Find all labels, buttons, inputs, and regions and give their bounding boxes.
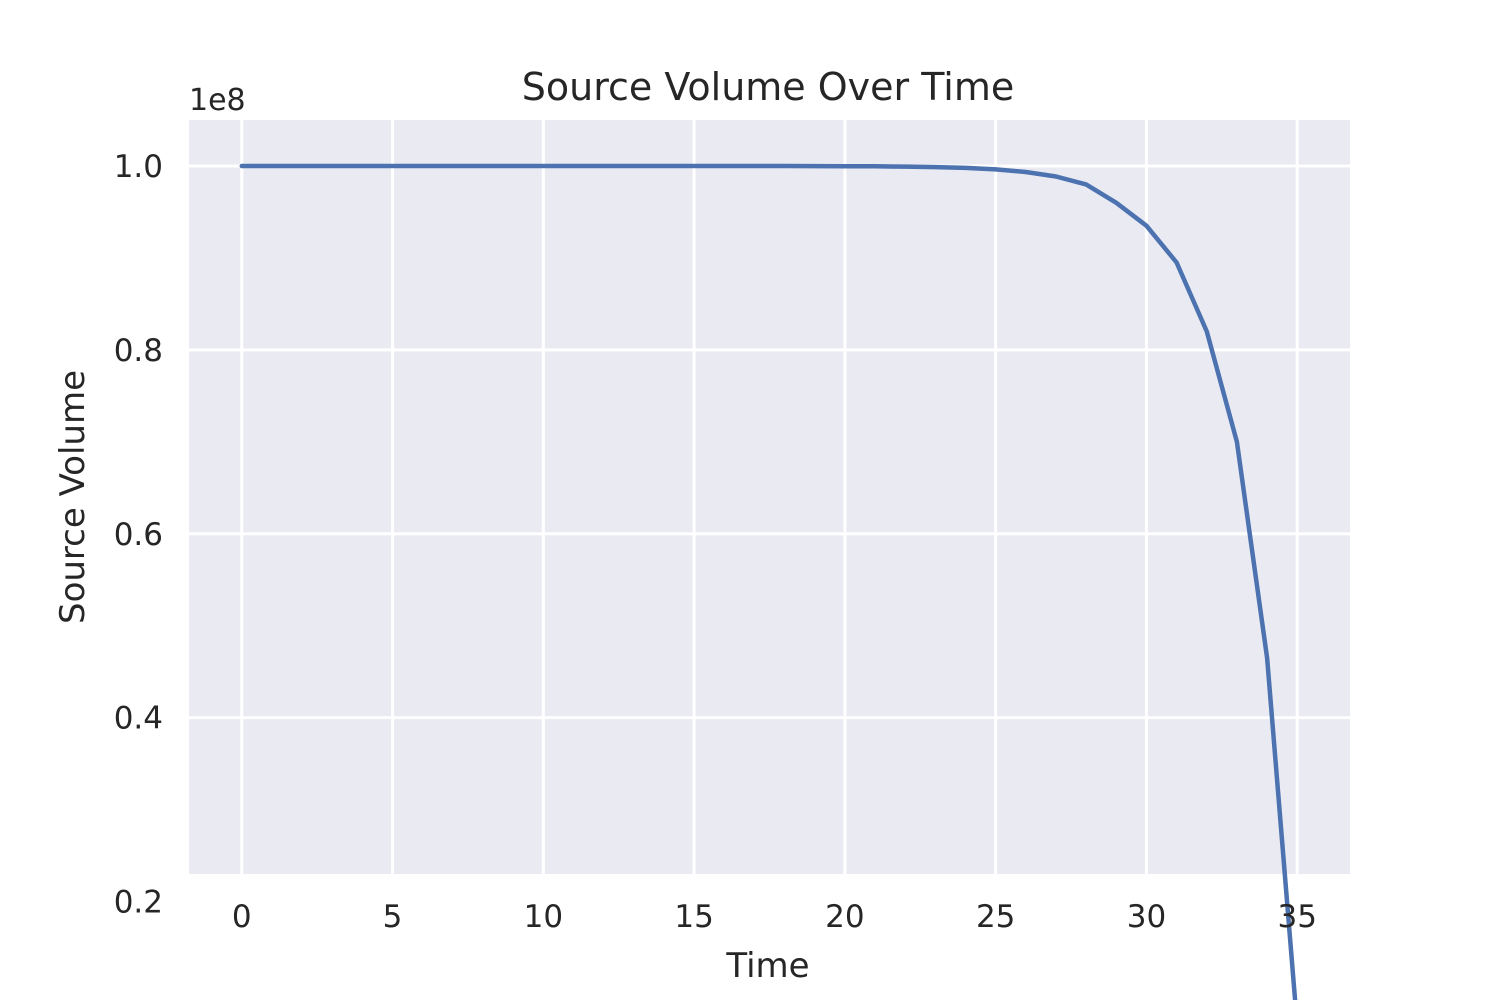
y-tick-label: 0.6 — [114, 517, 163, 553]
x-tick-label: 5 — [383, 899, 403, 935]
y-tick-label: 1.0 — [114, 149, 163, 185]
x-axis-label: Time — [725, 946, 809, 986]
x-tick-label: 30 — [1127, 899, 1166, 935]
x-tick-label: 35 — [1278, 899, 1317, 935]
y-axis-offset-label: 1e8 — [189, 83, 246, 118]
y-axis-ticks: 0.2 0.4 0.6 0.8 1.0 — [114, 149, 163, 921]
x-tick-label: 10 — [524, 899, 563, 935]
series-line — [239, 163, 1298, 1005]
y-tick-label: 0.8 — [114, 333, 163, 369]
x-tick-label: 20 — [825, 899, 864, 935]
plot-area — [189, 120, 1350, 874]
y-tick-label: 0.2 — [114, 885, 163, 921]
x-tick-label: 0 — [232, 899, 252, 935]
series-layer — [239, 163, 1298, 1005]
x-axis-ticks: 0 5 10 15 20 25 30 35 — [232, 899, 1317, 935]
chart-title: Source Volume Over Time — [522, 65, 1014, 109]
x-tick-label: 25 — [976, 899, 1015, 935]
y-axis-label: Source Volume — [53, 370, 93, 624]
x-tick-label: 15 — [674, 899, 713, 935]
y-tick-label: 0.4 — [114, 701, 163, 737]
